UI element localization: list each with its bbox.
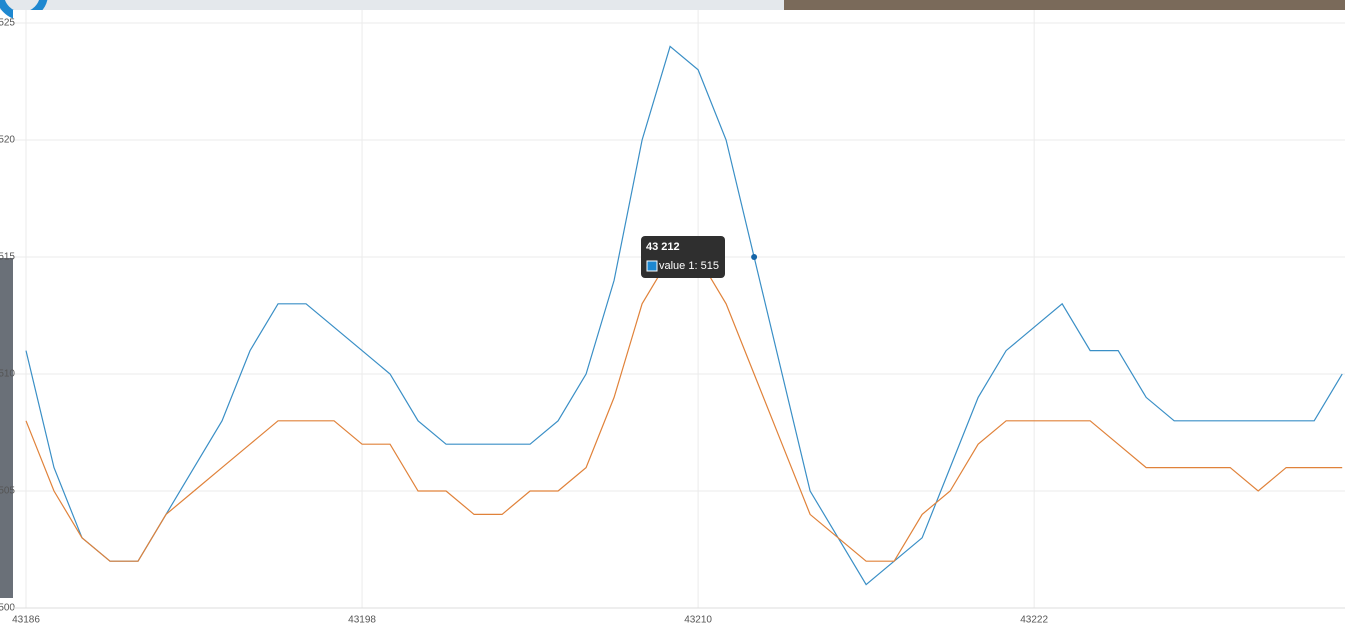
- highlight-point: [751, 254, 758, 260]
- tooltip-box: [641, 236, 725, 278]
- tooltip-label: value 1: 515: [659, 260, 719, 272]
- series-line: [25, 45, 1343, 586]
- background-strip: [0, 0, 784, 10]
- y-tick-label: 525: [0, 18, 15, 29]
- grid: 500 505 510 515 520 525 43186 43198 43210 43222: [0, 10, 1345, 626]
- y-tick-label: 505: [0, 486, 15, 497]
- tooltip: 43 212 value 1: 515: [641, 236, 725, 278]
- tooltip-swatch: [646, 260, 658, 272]
- background-photo-left: [0, 258, 13, 598]
- y-tick-label: 510: [0, 369, 15, 380]
- plot-area: [13, 10, 1345, 608]
- y-tick-label: 520: [0, 135, 15, 146]
- x-tick-label: 43198: [348, 615, 376, 626]
- x-tick-label: 43210: [684, 615, 712, 626]
- y-tick-label: 500: [0, 603, 15, 614]
- background-photo-strip: [784, 0, 1345, 10]
- y-tick-label: 515: [0, 252, 15, 263]
- x-tick-label: 43222: [1020, 615, 1048, 626]
- tooltip-title: 43 212: [646, 241, 680, 253]
- x-tick-label: 43186: [12, 615, 40, 626]
